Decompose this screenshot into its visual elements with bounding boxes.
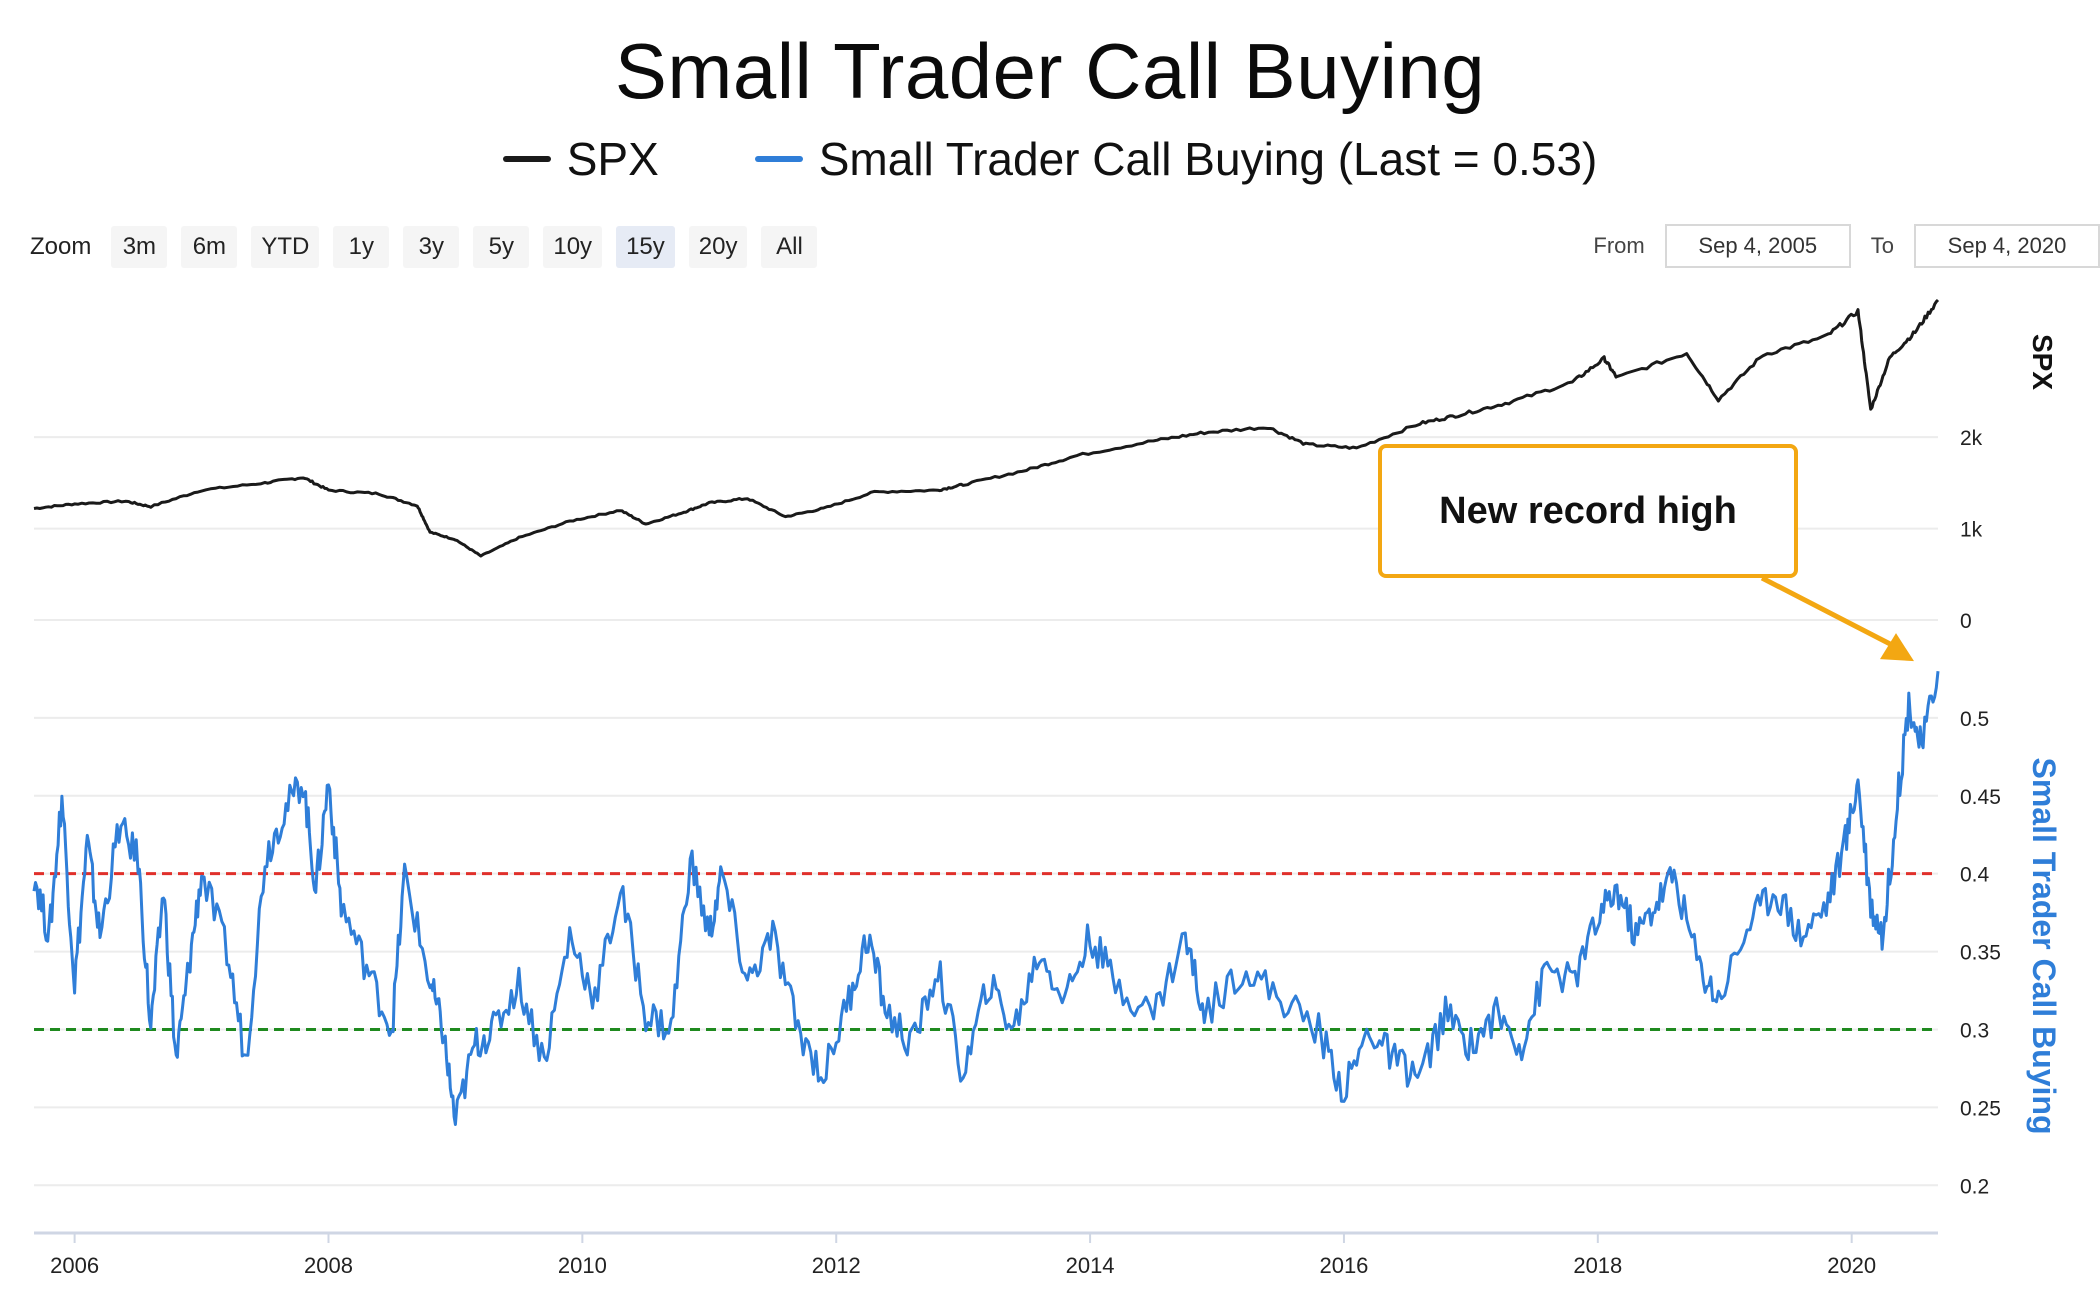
series-line-spx (33, 298, 1940, 558)
zoom-button-1y[interactable]: 1y (333, 226, 390, 268)
y-tick-label-spx: 0 (1960, 610, 1972, 633)
series-line-call-buying (32, 671, 1940, 1126)
zoom-bar: Zoom 3m 6m YTD 1y 3y 5y 10y 15y 20y All (30, 226, 818, 268)
axis-title-call-buying: Small Trader Call Buying (2026, 758, 2062, 1135)
zoom-button-10y[interactable]: 10y (543, 226, 603, 268)
series-layer (32, 298, 1940, 1126)
spx-line-swatch (502, 156, 551, 162)
date-range-selector: From Sep 4, 2005 To Sep 4, 2020 (1593, 224, 2100, 268)
zoom-button-ytd[interactable]: YTD (251, 226, 320, 268)
from-label: From (1593, 233, 1645, 258)
zoom-button-5y[interactable]: 5y (473, 226, 530, 268)
axis-title-spx: SPX (2027, 334, 2058, 390)
axis-layer: 0 1k 2k SPX 0.2 0.25 0.3 0.35 0.4 0.45 0.5 Small Tr… (34, 334, 2062, 1278)
y-tick-label-call-buying: 0.45 (1960, 786, 2001, 809)
call-buying-line-swatch (754, 156, 803, 162)
annotation-arrowhead (1880, 633, 1914, 662)
y-tick-label-call-buying: 0.35 (1960, 942, 2001, 965)
reference-lines (34, 872, 1938, 1031)
zoom-label: Zoom (30, 233, 92, 260)
x-tick-label: 2018 (1573, 1253, 1622, 1278)
legend: SPX Small Trader Call Buying (Last = 0.5… (0, 132, 2100, 186)
x-tick-label: 2008 (304, 1253, 353, 1278)
y-tick-label-call-buying: 0.4 (1960, 864, 1990, 887)
zoom-button-6m[interactable]: 6m (181, 226, 238, 268)
legend-label-spx: SPX (566, 133, 659, 185)
y-tick-label-call-buying: 0.25 (1960, 1097, 2001, 1120)
x-tick-label: 2014 (1066, 1253, 1115, 1278)
annotation-arrow-line (1760, 575, 1906, 654)
from-date-input[interactable]: Sep 4, 2005 (1664, 224, 1851, 268)
x-tick-label: 2016 (1319, 1253, 1368, 1278)
x-tick-label: 2020 (1827, 1253, 1876, 1278)
chart-title: Small Trader Call Buying (614, 27, 1486, 115)
x-tick-label: 2006 (50, 1253, 99, 1278)
to-date-input[interactable]: Sep 4, 2020 (1914, 224, 2100, 268)
y-tick-label-call-buying: 0.5 (1960, 708, 1989, 731)
zoom-button-20y[interactable]: 20y (688, 226, 748, 268)
zoom-button-3y[interactable]: 3y (403, 226, 460, 268)
to-label: To (1870, 233, 1894, 258)
x-tick-label: 2010 (558, 1253, 607, 1278)
legend-item-spx[interactable]: SPX (502, 132, 659, 186)
y-tick-label-call-buying: 0.3 (1960, 1019, 1989, 1042)
annotation-text: New record high (1439, 489, 1737, 532)
annotation-layer (1760, 575, 1914, 662)
zoom-button-15y[interactable]: 15y (616, 226, 675, 268)
annotation-callout: New record high (1378, 444, 1798, 578)
y-tick-label-spx: 1k (1960, 519, 1983, 542)
x-tick-label: 2012 (812, 1253, 861, 1278)
zoom-button-3m[interactable]: 3m (111, 226, 168, 268)
y-tick-label-call-buying: 0.2 (1960, 1175, 1989, 1198)
legend-label-call-buying: Small Trader Call Buying (Last = 0.53) (818, 133, 1598, 185)
zoom-button-all[interactable]: All (761, 226, 818, 268)
y-tick-label-spx: 2k (1960, 427, 1983, 450)
legend-item-call-buying[interactable]: Small Trader Call Buying (Last = 0.53) (754, 132, 1598, 186)
